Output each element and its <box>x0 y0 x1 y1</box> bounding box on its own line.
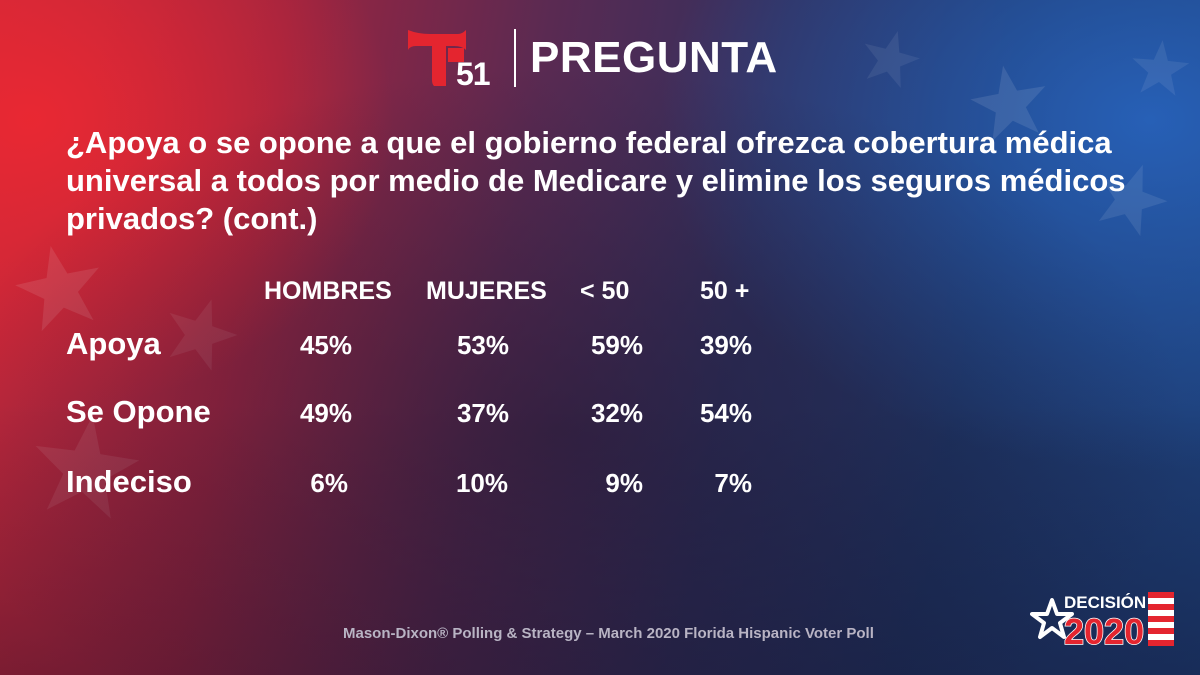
column-header-hombres: HOMBRES <box>264 277 392 305</box>
telemundo-t-icon <box>408 30 466 86</box>
row-label-indeciso: Indeciso <box>66 464 192 499</box>
source-footnote: Mason-Dixon® Polling & Strategy – March … <box>343 625 874 642</box>
table-cell: 39% <box>699 330 752 360</box>
poll-question: ¿Apoya o se opone a que el gobierno fede… <box>66 125 1126 236</box>
table-cell: 45% <box>299 330 352 360</box>
telemundo-51-logo: 51 <box>408 26 500 92</box>
header: 51 PREGUNTA <box>408 26 778 92</box>
table-cell: 32% <box>590 398 643 428</box>
row-label-se-opone: Se Opone <box>66 394 211 429</box>
year-text: 2020 <box>1064 611 1144 652</box>
table-cell: 59% <box>590 330 643 360</box>
row-label-apoya: Apoya <box>66 326 161 361</box>
table-cell: 9% <box>605 468 643 498</box>
logo-number: 51 <box>456 56 491 92</box>
table-cell: 54% <box>699 398 752 428</box>
decision-text: DECISIÓN <box>1064 593 1146 612</box>
table-cell: 7% <box>714 468 752 498</box>
section-title: PREGUNTA <box>530 33 778 82</box>
column-header-mujeres: MUJERES <box>426 277 547 305</box>
table-cell: 6% <box>310 468 348 498</box>
table-cell: 10% <box>455 468 508 498</box>
table-cell: 49% <box>299 398 352 428</box>
column-header-under-50: < 50 <box>580 277 630 305</box>
table-cell: 53% <box>456 330 509 360</box>
decision-2020-logo: DECISIÓN 2020 <box>1030 592 1174 652</box>
header-divider <box>514 29 516 87</box>
table-cell: 37% <box>456 398 509 428</box>
column-header-50-plus: 50 + <box>700 277 750 305</box>
